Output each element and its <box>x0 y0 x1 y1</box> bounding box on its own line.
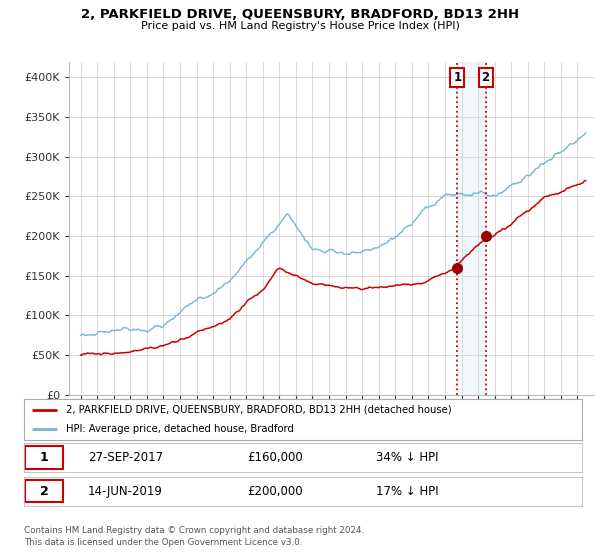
Text: 27-SEP-2017: 27-SEP-2017 <box>88 451 163 464</box>
Text: 17% ↓ HPI: 17% ↓ HPI <box>376 484 438 498</box>
Text: Contains HM Land Registry data © Crown copyright and database right 2024.
This d: Contains HM Land Registry data © Crown c… <box>24 526 364 547</box>
Text: 2, PARKFIELD DRIVE, QUEENSBURY, BRADFORD, BD13 2HH: 2, PARKFIELD DRIVE, QUEENSBURY, BRADFORD… <box>81 8 519 21</box>
Text: 2: 2 <box>481 71 490 84</box>
FancyBboxPatch shape <box>25 480 63 502</box>
Text: Price paid vs. HM Land Registry's House Price Index (HPI): Price paid vs. HM Land Registry's House … <box>140 21 460 31</box>
FancyBboxPatch shape <box>25 446 63 469</box>
Text: 1: 1 <box>454 71 461 84</box>
Text: 2, PARKFIELD DRIVE, QUEENSBURY, BRADFORD, BD13 2HH (detached house): 2, PARKFIELD DRIVE, QUEENSBURY, BRADFORD… <box>66 405 451 415</box>
Text: 2: 2 <box>40 484 49 498</box>
Text: 14-JUN-2019: 14-JUN-2019 <box>88 484 163 498</box>
Text: £160,000: £160,000 <box>247 451 303 464</box>
Text: HPI: Average price, detached house, Bradford: HPI: Average price, detached house, Brad… <box>66 424 294 434</box>
Bar <box>457 62 485 395</box>
Text: 1: 1 <box>40 451 49 464</box>
Text: £200,000: £200,000 <box>247 484 303 498</box>
Text: 34% ↓ HPI: 34% ↓ HPI <box>376 451 438 464</box>
